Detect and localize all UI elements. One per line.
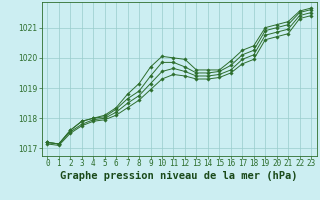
X-axis label: Graphe pression niveau de la mer (hPa): Graphe pression niveau de la mer (hPa): [60, 171, 298, 181]
